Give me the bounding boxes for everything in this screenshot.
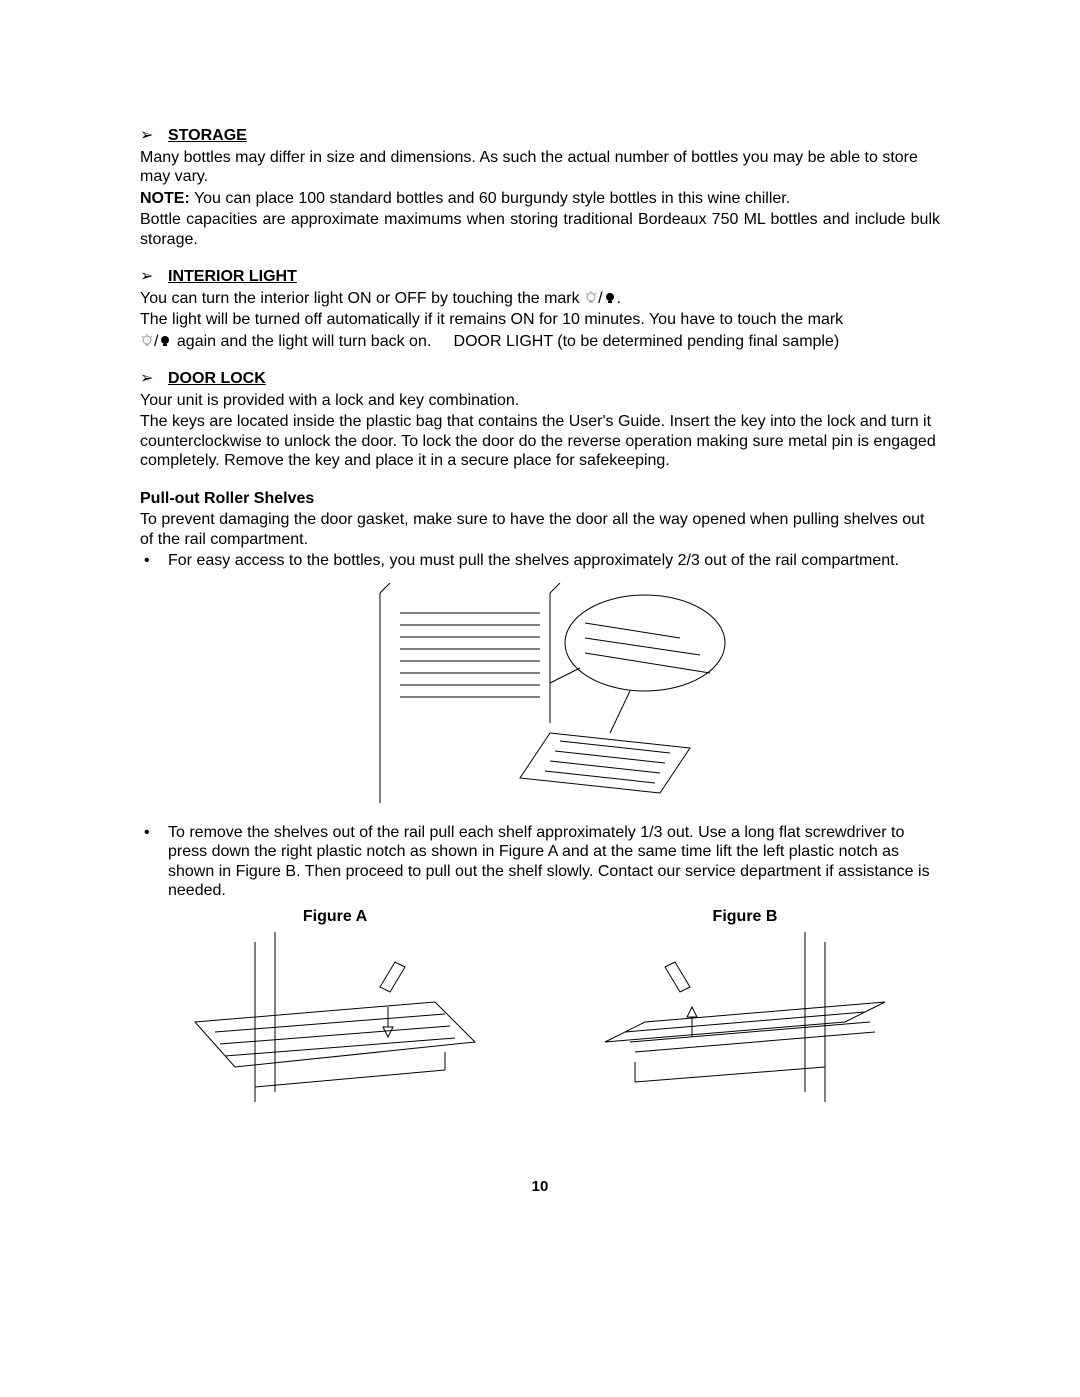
figure-b-col: Figure B	[550, 907, 940, 1118]
list-item: For easy access to the bottles, you must…	[140, 551, 940, 571]
arrow-icon: ➢	[140, 267, 168, 287]
light-p2: The light will be turned off automatical…	[140, 310, 940, 330]
light-p3: / again and the light will turn back on.…	[140, 332, 940, 352]
figures-row: Figure A Figure B	[140, 907, 940, 1118]
figure-a-col: Figure A	[140, 907, 530, 1118]
heading-row-light: ➢ INTERIOR LIGHT	[140, 267, 940, 287]
heading-interior-light: INTERIOR LIGHT	[168, 267, 297, 287]
heading-row-storage: ➢ STORAGE	[140, 126, 940, 146]
light-p3a: again and the light will turn back on.	[177, 333, 431, 350]
light-p1a: You can turn the interior light ON or OF…	[140, 290, 584, 307]
section-door-lock: ➢ DOOR LOCK Your unit is provided with a…	[140, 369, 940, 471]
lightbulb-outline-icon	[584, 291, 598, 305]
note-label: NOTE:	[140, 190, 190, 207]
figure-a-label: Figure A	[140, 907, 530, 927]
lock-p2: The keys are located inside the plastic …	[140, 412, 940, 471]
section-storage: ➢ STORAGE Many bottles may differ in siz…	[140, 126, 940, 249]
light-p1b: .	[617, 290, 621, 307]
heading-door-lock: DOOR LOCK	[168, 369, 266, 389]
lightbulb-filled-icon	[603, 291, 617, 305]
lightbulb-outline-icon	[140, 334, 154, 348]
shelves-bullet1: For easy access to the bottles, you must…	[168, 552, 899, 569]
lock-p1: Your unit is provided with a lock and ke…	[140, 391, 940, 411]
section-interior-light: ➢ INTERIOR LIGHT You can turn the interi…	[140, 267, 940, 351]
shelf-diagram-icon	[350, 583, 730, 813]
list-item: To remove the shelves out of the rail pu…	[140, 823, 940, 901]
figure-b-icon	[595, 932, 895, 1112]
shelves-list: For easy access to the bottles, you must…	[140, 551, 940, 571]
light-p1: You can turn the interior light ON or OF…	[140, 289, 940, 309]
manual-page: ➢ STORAGE Many bottles may differ in siz…	[0, 0, 1080, 1236]
heading-shelves: Pull-out Roller Shelves	[140, 489, 940, 509]
lightbulb-filled-icon	[158, 334, 172, 348]
figure-main	[140, 583, 940, 813]
arrow-icon: ➢	[140, 369, 168, 389]
light-p3b: DOOR LIGHT (to be determined pending fin…	[454, 333, 840, 350]
page-number: 10	[140, 1178, 940, 1196]
shelves-list-2: To remove the shelves out of the rail pu…	[140, 823, 940, 901]
storage-p2: Bottle capacities are approximate maximu…	[140, 210, 940, 249]
figure-a-icon	[185, 932, 485, 1112]
shelves-bullet2: To remove the shelves out of the rail pu…	[168, 824, 930, 900]
shelves-intro: To prevent damaging the door gasket, mak…	[140, 510, 940, 549]
section-shelves: Pull-out Roller Shelves To prevent damag…	[140, 489, 940, 1118]
arrow-icon: ➢	[140, 126, 168, 146]
heading-storage: STORAGE	[168, 126, 247, 146]
storage-note: NOTE: You can place 100 standard bottles…	[140, 189, 940, 209]
figure-b-label: Figure B	[550, 907, 940, 927]
storage-p1: Many bottles may differ in size and dime…	[140, 148, 940, 187]
heading-row-lock: ➢ DOOR LOCK	[140, 369, 940, 389]
note-text: You can place 100 standard bottles and 6…	[190, 190, 790, 207]
